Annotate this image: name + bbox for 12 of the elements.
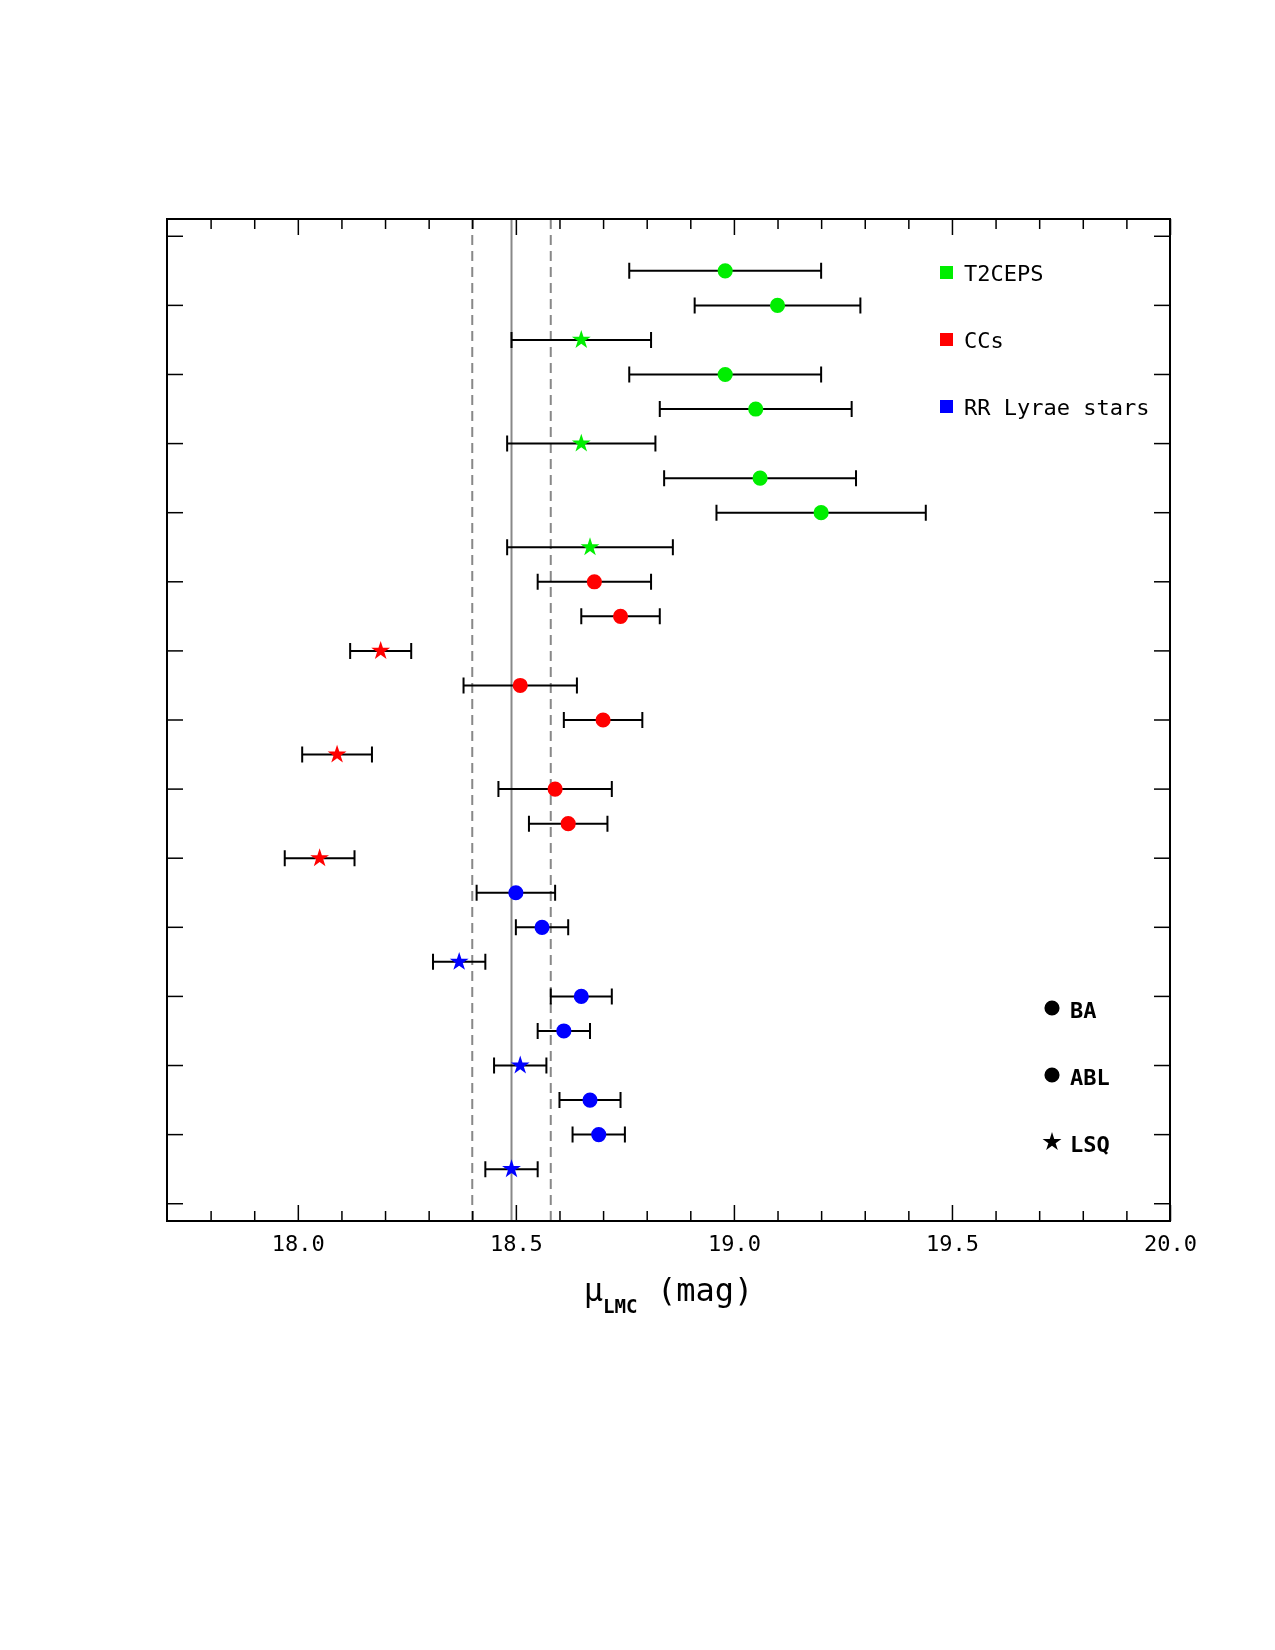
legend-label: CCs xyxy=(964,328,1004,353)
legend-label: T2CEPS xyxy=(964,261,1044,286)
x-tick-label: 19.0 xyxy=(707,1230,761,1256)
x-tick-label: 18.0 xyxy=(271,1230,325,1256)
annotation: BA xyxy=(1070,998,1097,1023)
annotation: LSQ xyxy=(1070,1132,1110,1157)
x-tick-label: 19.5 xyxy=(925,1230,979,1256)
legend-label: RR Lyrae stars xyxy=(964,395,1150,420)
x-axis-title: μ$_{LMC}$ (mag) xyxy=(583,1271,754,1318)
x-tick-label: 20.0 xyxy=(1144,1230,1197,1256)
annotation: ABL xyxy=(1070,1065,1110,1090)
x-tick-label: 18.5 xyxy=(489,1230,543,1256)
